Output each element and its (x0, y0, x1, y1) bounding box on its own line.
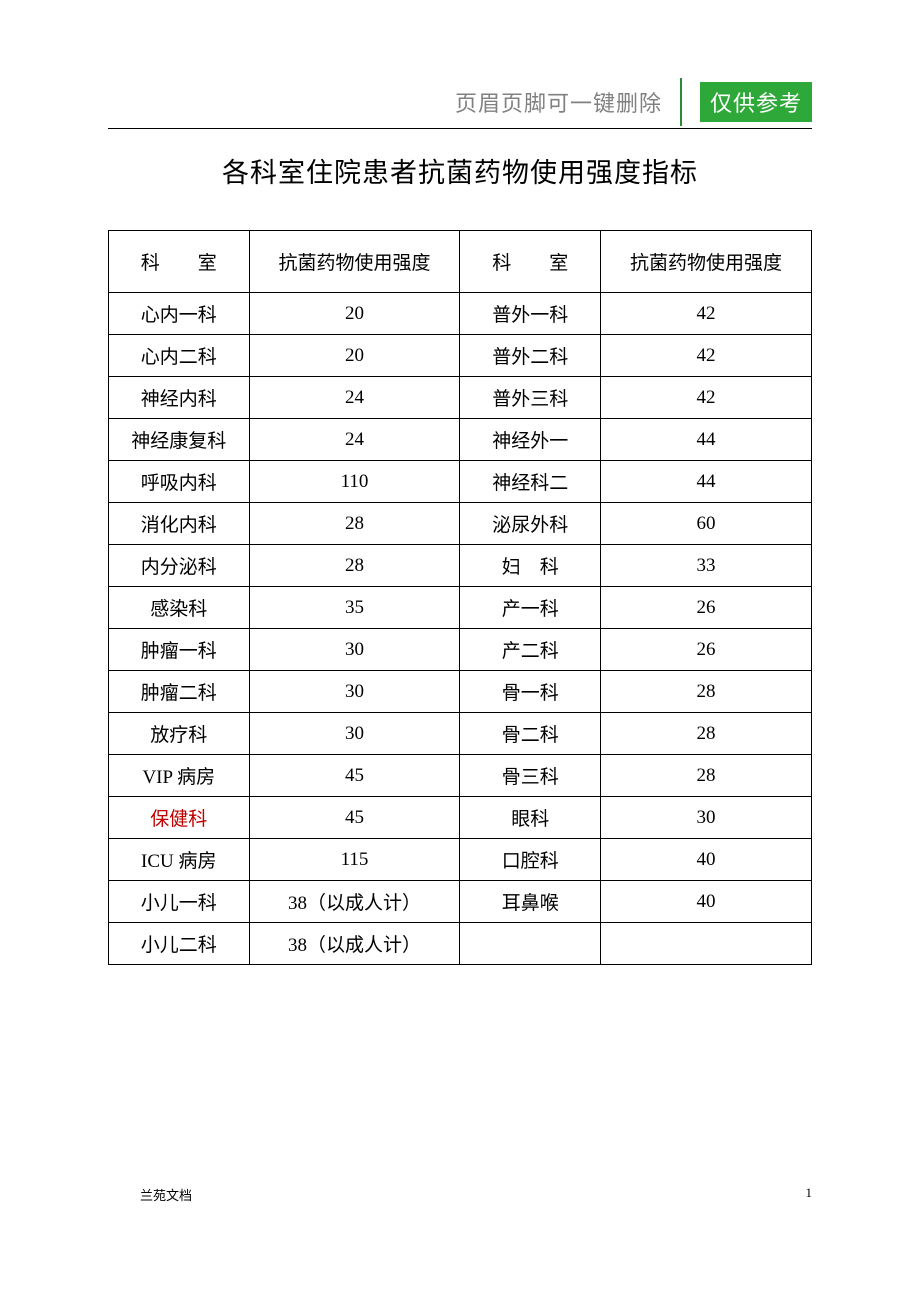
cell-val-right: 42 (601, 293, 812, 335)
table-row: ICU 病房115口腔科40 (109, 839, 812, 881)
cell-dept-right: 神经科二 (460, 461, 601, 503)
cell-val-left: 30 (249, 713, 460, 755)
header-badge: 仅供参考 (700, 82, 812, 122)
cell-val-right: 44 (601, 419, 812, 461)
header-note: 页眉页脚可一键删除 (455, 86, 662, 118)
cell-dept-left: 肿瘤二科 (109, 671, 250, 713)
cell-val-left: 24 (249, 377, 460, 419)
cell-dept-left: 肿瘤一科 (109, 629, 250, 671)
cell-dept-right: 产一科 (460, 587, 601, 629)
cell-val-right: 28 (601, 713, 812, 755)
col-header-dept-left: 科 室 (109, 231, 250, 293)
page-footer: 兰苑文档 1 (140, 1185, 812, 1204)
cell-dept-left: 消化内科 (109, 503, 250, 545)
cell-val-right: 44 (601, 461, 812, 503)
table-row: 感染科35产一科26 (109, 587, 812, 629)
cell-val-left: 115 (249, 839, 460, 881)
col-header-dept-right: 科 室 (460, 231, 601, 293)
table-row: 小儿一科38（以成人计）耳鼻喉40 (109, 881, 812, 923)
table-row: 心内一科20普外一科42 (109, 293, 812, 335)
table-row: 小儿二科38（以成人计） (109, 923, 812, 965)
cell-dept-left: 神经内科 (109, 377, 250, 419)
footer-left: 兰苑文档 (140, 1185, 192, 1204)
cell-dept-right: 耳鼻喉 (460, 881, 601, 923)
cell-dept-right: 产二科 (460, 629, 601, 671)
cell-val-left: 110 (249, 461, 460, 503)
cell-dept-right: 骨三科 (460, 755, 601, 797)
cell-val-right: 40 (601, 881, 812, 923)
cell-dept-right: 泌尿外科 (460, 503, 601, 545)
cell-dept-left: 内分泌科 (109, 545, 250, 587)
col-header-val-right: 抗菌药物使用强度 (601, 231, 812, 293)
cell-val-right (601, 923, 812, 965)
page-title: 各科室住院患者抗菌药物使用强度指标 (108, 151, 812, 190)
cell-dept-right: 普外一科 (460, 293, 601, 335)
cell-dept-left: 心内二科 (109, 335, 250, 377)
cell-val-right: 42 (601, 335, 812, 377)
intensity-table: 科 室 抗菌药物使用强度 科 室 抗菌药物使用强度 心内一科20普外一科42心内… (108, 230, 812, 965)
cell-dept-right: 普外二科 (460, 335, 601, 377)
cell-val-left: 24 (249, 419, 460, 461)
table-header-row: 科 室 抗菌药物使用强度 科 室 抗菌药物使用强度 (109, 231, 812, 293)
cell-dept-right: 神经外一 (460, 419, 601, 461)
cell-val-right: 33 (601, 545, 812, 587)
cell-dept-left: 心内一科 (109, 293, 250, 335)
cell-val-right: 60 (601, 503, 812, 545)
cell-val-right: 26 (601, 629, 812, 671)
cell-dept-left: 感染科 (109, 587, 250, 629)
cell-val-right: 28 (601, 671, 812, 713)
cell-val-left: 20 (249, 335, 460, 377)
table-row: 保健科45眼科30 (109, 797, 812, 839)
cell-val-left: 30 (249, 629, 460, 671)
cell-val-left: 45 (249, 797, 460, 839)
cell-dept-left: VIP 病房 (109, 755, 250, 797)
table-row: 心内二科20普外二科42 (109, 335, 812, 377)
cell-dept-left: 保健科 (109, 797, 250, 839)
cell-dept-right: 妇 科 (460, 545, 601, 587)
cell-val-left: 38（以成人计） (249, 881, 460, 923)
cell-val-right: 30 (601, 797, 812, 839)
cell-val-right: 28 (601, 755, 812, 797)
cell-dept-left: 小儿二科 (109, 923, 250, 965)
cell-val-right: 42 (601, 377, 812, 419)
cell-val-left: 30 (249, 671, 460, 713)
table-row: VIP 病房45骨三科28 (109, 755, 812, 797)
table-row: 肿瘤一科30产二科26 (109, 629, 812, 671)
cell-val-left: 45 (249, 755, 460, 797)
cell-val-left: 28 (249, 545, 460, 587)
cell-dept-right (460, 923, 601, 965)
footer-page-number: 1 (806, 1185, 813, 1204)
cell-dept-left: 小儿一科 (109, 881, 250, 923)
cell-val-left: 28 (249, 503, 460, 545)
table-row: 神经康复科24神经外一44 (109, 419, 812, 461)
cell-val-left: 38（以成人计） (249, 923, 460, 965)
cell-dept-left: 呼吸内科 (109, 461, 250, 503)
table-body: 心内一科20普外一科42心内二科20普外二科42神经内科24普外三科42神经康复… (109, 293, 812, 965)
table-row: 神经内科24普外三科42 (109, 377, 812, 419)
cell-val-left: 20 (249, 293, 460, 335)
table-row: 消化内科28泌尿外科60 (109, 503, 812, 545)
table-row: 放疗科30骨二科28 (109, 713, 812, 755)
col-header-val-left: 抗菌药物使用强度 (249, 231, 460, 293)
cell-dept-right: 眼科 (460, 797, 601, 839)
cell-val-left: 35 (249, 587, 460, 629)
cell-dept-right: 普外三科 (460, 377, 601, 419)
table-row: 内分泌科28妇 科33 (109, 545, 812, 587)
cell-dept-right: 骨一科 (460, 671, 601, 713)
table-row: 呼吸内科110神经科二44 (109, 461, 812, 503)
cell-dept-left: 放疗科 (109, 713, 250, 755)
header-divider (680, 78, 682, 126)
header-rule (108, 128, 812, 129)
page-header: 页眉页脚可一键删除 仅供参考 (108, 78, 812, 126)
cell-val-right: 40 (601, 839, 812, 881)
table-row: 肿瘤二科30骨一科28 (109, 671, 812, 713)
cell-dept-left: ICU 病房 (109, 839, 250, 881)
cell-dept-left: 神经康复科 (109, 419, 250, 461)
cell-dept-right: 口腔科 (460, 839, 601, 881)
cell-dept-right: 骨二科 (460, 713, 601, 755)
cell-val-right: 26 (601, 587, 812, 629)
